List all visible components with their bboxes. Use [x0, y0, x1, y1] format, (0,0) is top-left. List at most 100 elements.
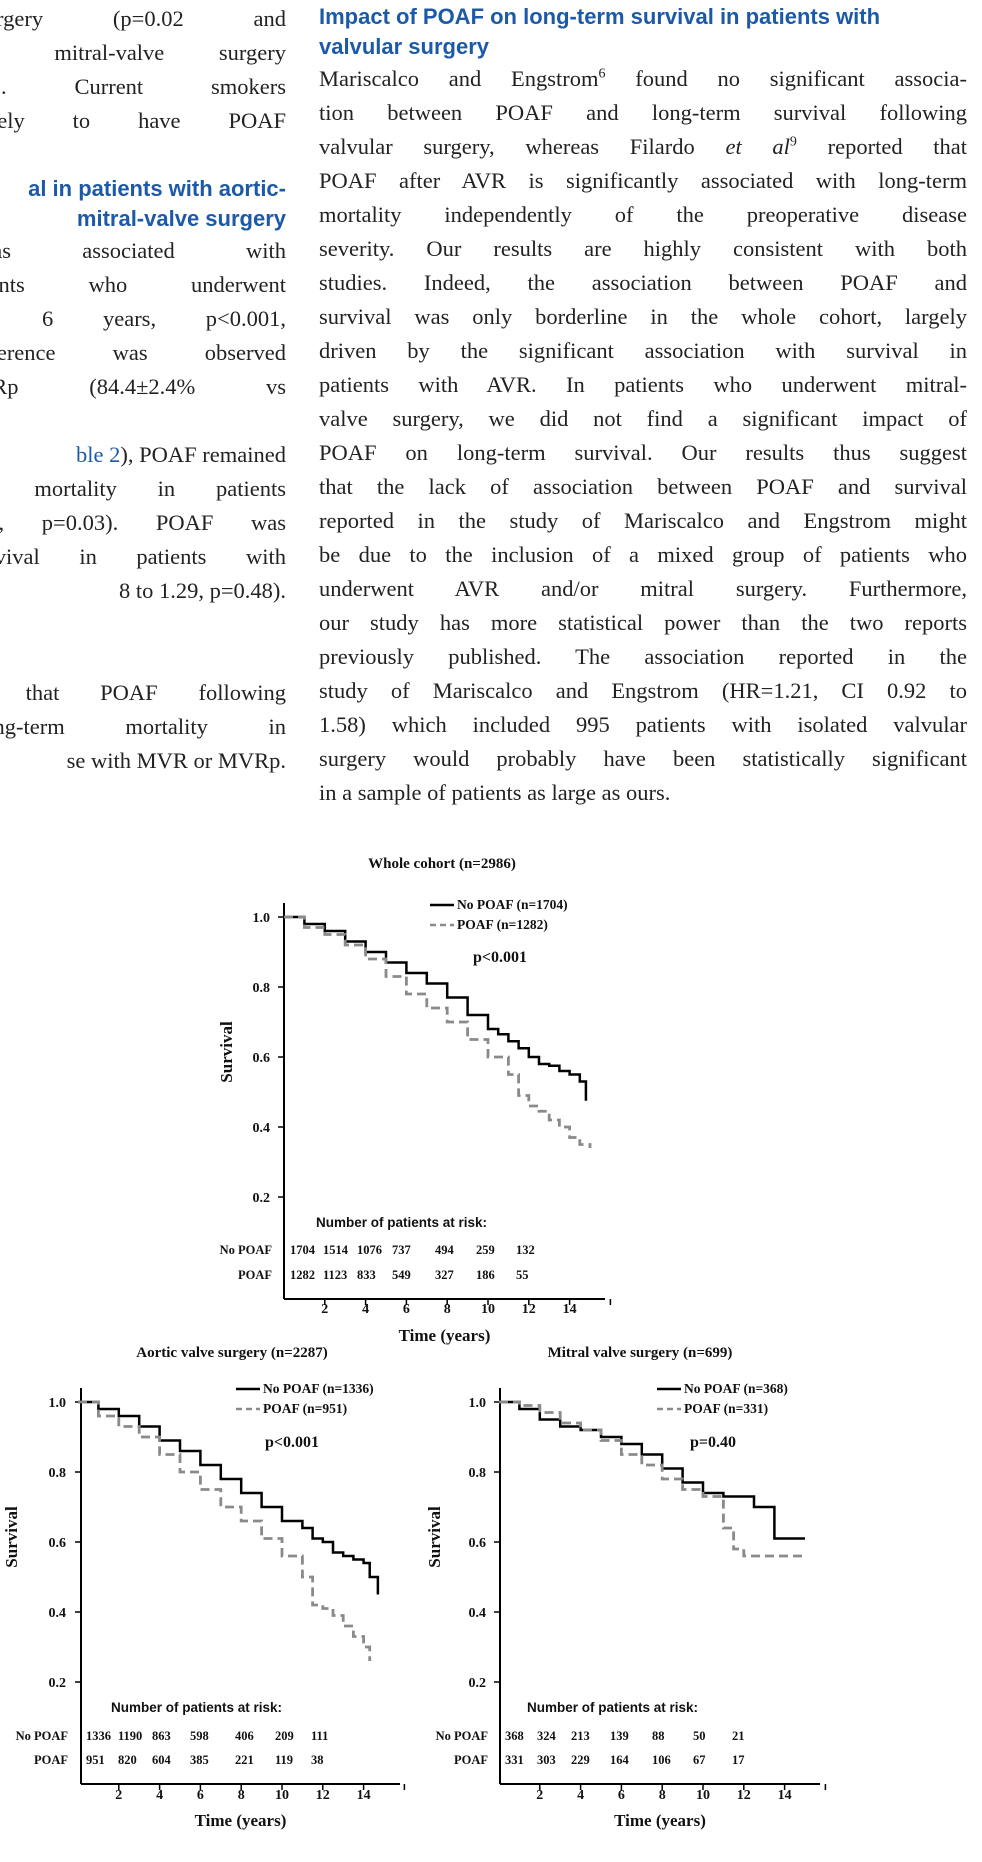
risk-value: 88 — [652, 1729, 665, 1743]
risk-value: 385 — [190, 1753, 209, 1767]
y-tick-label: 0.2 — [253, 1191, 271, 1206]
y-tick-label: 1.0 — [253, 911, 271, 926]
x-tick-label: 6 — [618, 1788, 625, 1803]
risk-value: 324 — [537, 1729, 557, 1743]
x-tick-label: 14 — [778, 1788, 792, 1803]
table-link[interactable]: ble 2 — [76, 442, 121, 467]
x-tick-label: 4 — [362, 1302, 369, 1317]
risk-value: 55 — [516, 1268, 529, 1282]
text-line: studies. Indeed, the association between… — [319, 270, 967, 295]
risk-value: 67 — [693, 1753, 706, 1767]
risk-value: 604 — [152, 1753, 172, 1767]
x-tick-label: 12 — [522, 1302, 536, 1317]
risk-value: 209 — [275, 1729, 294, 1743]
chart-title: Aortic valve surgery (n=2287) — [136, 1345, 327, 1361]
x-tick-label: 4 — [156, 1788, 163, 1803]
text-line: underwent AVR and/or mitral surgery. Fur… — [319, 576, 967, 601]
y-tick-label: 0.4 — [469, 1606, 487, 1621]
risk-value: 259 — [476, 1243, 495, 1257]
risk-value: 50 — [693, 1729, 706, 1743]
x-tick-label: 10 — [696, 1788, 710, 1803]
text-line: driven by the significant association wi… — [319, 338, 967, 363]
right-column: Impact of POAF on long-term survival in … — [319, 0, 967, 810]
x-tick-label: 12 — [737, 1788, 751, 1803]
x-tick-label: 8 — [444, 1302, 451, 1317]
km-chart: Mitral valve surgery (n=699) 1.0 0.8 0.6 0.4… — [425, 1345, 827, 1830]
risk-value: 132 — [516, 1243, 535, 1257]
poaf-curve — [284, 915, 592, 1148]
risk-row-label: POAF — [238, 1268, 272, 1282]
citation-6[interactable]: 6 — [598, 66, 606, 82]
risk-value: 549 — [392, 1268, 411, 1282]
text-line: ter mitral-valve surgery — [0, 40, 286, 65]
risk-value: 1076 — [357, 1243, 382, 1257]
risk-row-label: No POAF — [436, 1729, 489, 1743]
citation-9[interactable]: 9 — [789, 134, 797, 150]
text-line: tients who underwent — [0, 272, 286, 297]
text-line: tion between POAF and long-term survival… — [319, 100, 967, 125]
poaf-curve — [78, 1400, 372, 1661]
x-tick-label: 8 — [659, 1788, 666, 1803]
legend-label: POAF (n=1282) — [457, 917, 548, 932]
risk-value: 303 — [537, 1753, 556, 1767]
section-heading: valvular surgery — [319, 34, 489, 59]
text-line: in a sample of patients as large as ours… — [319, 780, 671, 805]
y-tick-label: 0.4 — [49, 1606, 67, 1621]
x-tick-label: 10 — [481, 1302, 495, 1317]
section-heading: al in patients with aortic- — [28, 176, 286, 201]
poaf-curve — [499, 1400, 805, 1558]
x-tick-label: 10 — [275, 1788, 289, 1803]
y-tick-label: 0.6 — [253, 1051, 271, 1066]
risk-row-label: POAF — [34, 1753, 68, 1767]
no-poaf-curve — [284, 915, 588, 1101]
y-tick-label: 0.2 — [469, 1676, 487, 1691]
y-tick-label: 0.4 — [253, 1121, 271, 1136]
text-line: be due to the inclusion of a mixed group… — [319, 542, 967, 567]
risk-value: 21 — [732, 1729, 745, 1743]
y-tick-label: 1.0 — [469, 1396, 487, 1411]
text-line: surgery would probably have been statist… — [319, 746, 967, 771]
risk-value: 221 — [235, 1753, 254, 1767]
risk-value: 1514 — [323, 1243, 349, 1257]
risk-value: 820 — [118, 1753, 137, 1767]
risk-value: 38 — [311, 1753, 324, 1767]
p-value: p=0.40 — [690, 1434, 736, 1451]
x-axis-label: Time (years) — [614, 1811, 706, 1830]
text-line: ble 2), POAF remained — [0, 438, 286, 472]
text-line: at 6 years, p<0.001, — [0, 306, 286, 331]
text-line: valve surgery, we did not find a signifi… — [319, 406, 967, 431]
risk-value: 331 — [505, 1753, 524, 1767]
x-tick-label: 12 — [316, 1788, 330, 1803]
risk-value: 833 — [357, 1268, 376, 1282]
text-line: severity. Our results are highly consist… — [319, 236, 967, 261]
text-line: Mariscalco and Engstrom6 found no signif… — [319, 62, 967, 96]
x-tick-label: 6 — [197, 1788, 204, 1803]
x-tick-label: 2 — [115, 1788, 122, 1803]
legend-label: No POAF (n=1704) — [457, 897, 568, 912]
text-line: akely to have POAF — [0, 108, 286, 133]
no-poaf-curve — [499, 1400, 805, 1540]
y-tick-label: 0.8 — [253, 981, 271, 996]
section-heading: mitral-valve surgery — [76, 206, 286, 231]
risk-value: 863 — [152, 1729, 171, 1743]
no-poaf-curve — [78, 1400, 380, 1595]
text-line: se with MVR or MVRp. — [66, 748, 286, 773]
text-line: reported in the study of Mariscalco and … — [319, 508, 967, 533]
risk-value: 1123 — [323, 1268, 347, 1282]
risk-row-label: No POAF — [220, 1243, 273, 1257]
risk-value: 406 — [235, 1729, 254, 1743]
text-line: was associated with — [0, 238, 286, 263]
legend-label: POAF (n=331) — [684, 1401, 768, 1416]
risk-value: 1704 — [290, 1243, 316, 1257]
y-tick-label: 0.6 — [49, 1536, 67, 1551]
risk-value: 1282 — [290, 1268, 315, 1282]
text-fragment: ), POAF remained — [120, 442, 286, 467]
x-tick-label: 14 — [357, 1788, 371, 1803]
x-tick-label: 8 — [238, 1788, 245, 1803]
risk-row-label: POAF — [454, 1753, 488, 1767]
text-line: 45, p=0.03). POAF was — [0, 510, 286, 535]
p-value: p<0.001 — [265, 1434, 319, 1451]
risk-value: 327 — [435, 1268, 454, 1282]
p-value: p<0.001 — [473, 949, 527, 966]
